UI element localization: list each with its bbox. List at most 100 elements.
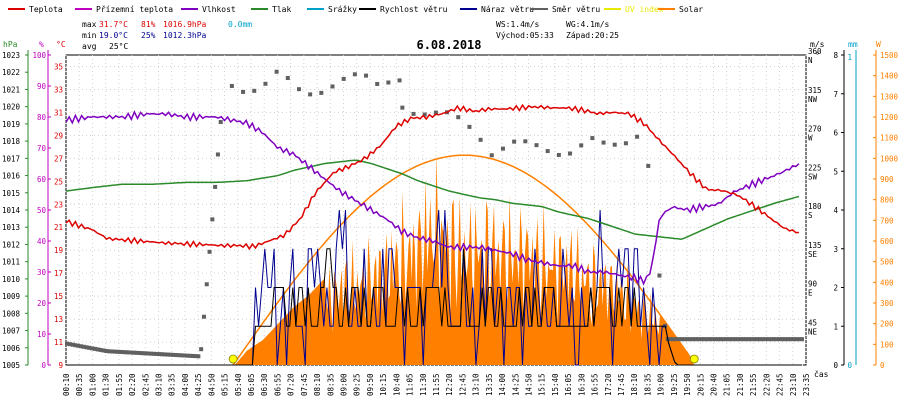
axis-unit-ms: m/s	[810, 40, 825, 49]
wind-direction-point	[213, 184, 218, 189]
legend-label: Tlak	[272, 5, 291, 14]
axis-tick-hpa: 1008	[2, 309, 21, 318]
wind-direction-point	[699, 337, 704, 342]
stat-value: 1016.9hPa	[163, 20, 207, 29]
axis-tick-degc: 17	[54, 269, 63, 278]
wind-direction-point	[352, 72, 357, 77]
axis-unit-degc: °C	[56, 40, 66, 49]
solar-max-curve	[232, 154, 694, 366]
axis-tick-time: 23:35	[802, 373, 811, 396]
wind-direction-point	[157, 352, 162, 357]
axis-tick-deg: 225	[808, 163, 822, 172]
axis-tick-time: 05:40	[234, 373, 243, 396]
pressure-series	[65, 159, 800, 240]
axis-tick-time: 04:25	[194, 373, 203, 396]
wind-direction-point	[749, 337, 754, 342]
wind-direction-point	[375, 81, 380, 86]
wind-direction-point	[579, 143, 584, 148]
axis-tick-hpa: 1013	[2, 223, 20, 232]
stat-label: avg	[82, 42, 97, 51]
wind-direction-point	[785, 337, 790, 342]
wind-direction-point	[79, 344, 84, 349]
stat-label: min	[82, 31, 97, 40]
legend-label: Solar	[679, 5, 703, 14]
axis-tick-pct: 20	[37, 299, 47, 308]
wind-direction-point	[118, 349, 123, 354]
axis-tick-hpa: 1012	[2, 240, 20, 249]
wind-direction-point	[129, 350, 134, 355]
wind-direction-point	[168, 352, 173, 357]
wind-direction-point	[799, 337, 804, 342]
axis-tick-time: 19:25	[670, 373, 679, 396]
axis-tick-w: 1100	[880, 134, 899, 143]
axis-tick-hpa: 1022	[2, 68, 20, 77]
wind-direction-point	[601, 140, 606, 145]
wind-direction-point	[760, 337, 765, 342]
axis-tick-time: 19:50	[683, 373, 692, 396]
axis-tick-time: 21:05	[723, 373, 732, 396]
wind-direction-point	[489, 153, 494, 158]
axes: hPa% °C1005100610071008100910101011101210…	[2, 40, 899, 396]
axis-tick-ms: 2	[833, 284, 838, 293]
axis-tick-time: 06:30	[260, 373, 269, 396]
axis-tick-time: 08:35	[326, 373, 335, 396]
axis-tick-time: 05:15	[221, 373, 230, 396]
axis-tick-time: 04:00	[181, 373, 190, 396]
axis-unit-time: čas	[814, 369, 829, 379]
wind-direction-point	[73, 343, 78, 348]
axis-tick-time: 09:00	[340, 373, 349, 396]
wind-direction-point	[319, 90, 324, 95]
axis-tick-w: 800	[880, 196, 894, 205]
wind-direction-point	[95, 347, 100, 352]
wind-direction-point	[688, 337, 693, 342]
axis-tick-degc: 11	[54, 338, 63, 347]
axis-tick-time: 16:05	[564, 373, 573, 396]
wind-direction-point	[207, 249, 212, 254]
wind-direction-point	[140, 351, 145, 356]
wind-direction-point	[674, 337, 679, 342]
axis-tick-w: 600	[880, 237, 894, 246]
axis-tick-time: 06:05	[247, 373, 256, 396]
wind-direction-point	[70, 342, 75, 347]
wind-direction-point	[534, 143, 539, 148]
axis-tick-time: 13:35	[485, 373, 494, 396]
wind-speed-series	[66, 248, 799, 366]
wind-direction-point	[397, 78, 402, 83]
wind-direction-point	[81, 344, 86, 349]
wind-direction-point	[296, 87, 301, 92]
axis-tick-time: 20:40	[710, 373, 719, 396]
wind-direction-point	[545, 149, 550, 154]
wind-direction-point	[730, 337, 735, 342]
axis-tick-w: 200	[880, 320, 894, 329]
axis-tick-pct: 30	[37, 268, 47, 277]
axis-tick-hpa: 1018	[2, 137, 21, 146]
axis-tick-degc: 29	[54, 131, 63, 140]
wind-direction-point	[132, 350, 137, 355]
axis-tick-time: 11:05	[406, 373, 415, 396]
stat-wg: WG:4.1m/s	[566, 20, 610, 29]
wind-direction-point	[274, 69, 279, 74]
wind-direction-point	[101, 348, 106, 353]
axis-tick-time: 02:45	[141, 373, 150, 396]
axis-tick-hpa: 1011	[2, 258, 20, 267]
wind-direction-point	[690, 337, 695, 342]
wind-direction-point	[65, 341, 70, 346]
axis-tick-time: 16:30	[577, 373, 586, 396]
axis-tick-pct: 0	[41, 361, 46, 370]
wind-direction-point	[433, 110, 438, 115]
wind-direction-point	[763, 337, 768, 342]
wind-direction-point	[718, 337, 723, 342]
axis-tick-time: 18:10	[630, 373, 639, 396]
stat-sunset: Západ:20:25	[566, 31, 619, 40]
axis-tick-deg: 45	[808, 318, 817, 327]
wind-direction-point	[758, 337, 763, 342]
wind-direction-point	[201, 314, 206, 319]
axis-tick-degc: 27	[54, 154, 63, 163]
wind-direction-point	[791, 337, 796, 342]
axis-tick-hpa: 1015	[2, 189, 20, 198]
wind-direction-point	[400, 105, 405, 110]
axis-tick-ms: 1	[833, 322, 838, 331]
axis-tick-hpa: 1009	[2, 292, 20, 301]
wind-direction-point	[772, 337, 777, 342]
axis-tick-ms: 7	[833, 90, 838, 99]
